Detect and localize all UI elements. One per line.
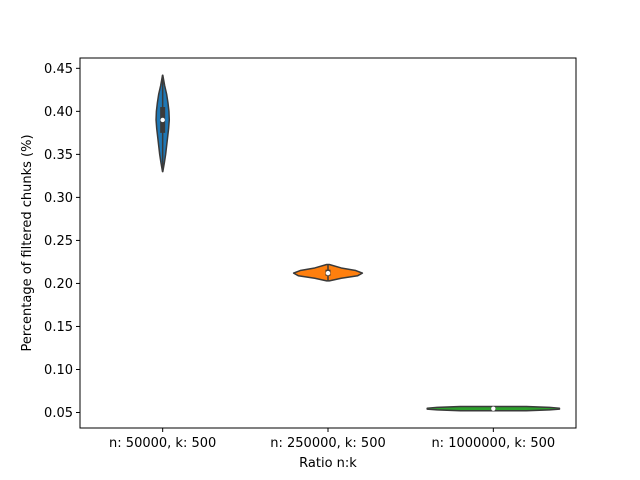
violin-median-dot [491, 406, 496, 411]
y-tick-label: 0.30 [44, 191, 73, 206]
y-tick-label: 0.05 [44, 406, 73, 421]
violin-median-dot [325, 270, 331, 276]
y-tick-label: 0.35 [44, 148, 73, 163]
y-tick-label: 0.20 [44, 277, 73, 292]
y-tick-label: 0.10 [44, 363, 73, 378]
violin-median-dot [160, 117, 165, 123]
violins-layer [155, 74, 561, 412]
x-axis-label: Ratio n:k [299, 456, 357, 471]
y-tick-label: 0.15 [44, 320, 73, 335]
x-tick-label: n: 250000, k: 500 [270, 436, 386, 451]
y-tick-label: 0.25 [44, 234, 73, 249]
y-axis-label: Percentage of filtered chunks (%) [20, 134, 35, 351]
violin-group [292, 263, 364, 282]
violin-group [155, 74, 171, 173]
x-tick-label: n: 50000, k: 500 [109, 436, 216, 451]
violin-group [426, 405, 561, 412]
y-tick-label: 0.40 [44, 105, 73, 120]
y-axis: 0.05 0.10 0.15 0.20 0.25 0.30 0.35 0.40 0.45 [44, 62, 80, 421]
y-tick-label: 0.45 [44, 62, 73, 77]
x-tick-label: n: 1000000, k: 500 [431, 436, 555, 451]
x-axis: n: 50000, k: 500 n: 250000, k: 500 n: 1000… [109, 428, 555, 451]
